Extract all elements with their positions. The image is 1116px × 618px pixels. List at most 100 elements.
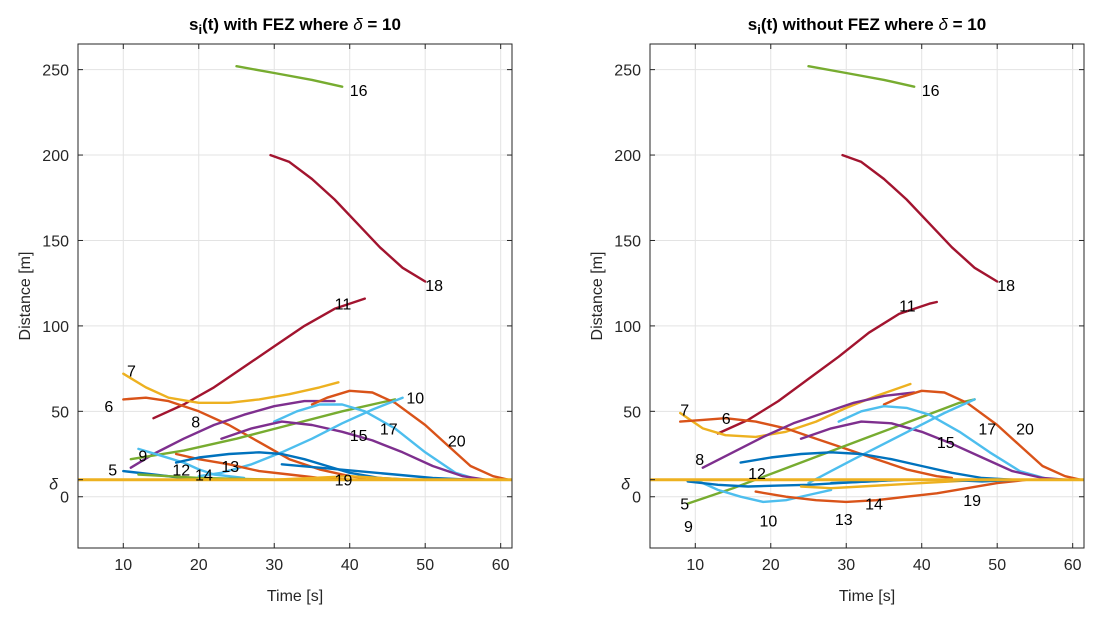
chart-title: si(t) with FEZ where δ = 10	[189, 15, 401, 37]
curve-label-20: 20	[1016, 421, 1034, 438]
x-tick-label: 20	[762, 557, 780, 574]
series-line-6	[679, 417, 954, 480]
curve-label-18: 18	[997, 278, 1015, 295]
y-tick-label: 150	[614, 233, 641, 250]
title-delta: δ	[353, 15, 363, 34]
curve-label-7: 7	[680, 403, 689, 420]
series-line-16	[807, 65, 916, 88]
series-line-12	[739, 451, 1014, 481]
curve-label-12: 12	[172, 462, 190, 479]
curve-label-6: 6	[104, 399, 113, 416]
curve-label-13: 13	[221, 459, 239, 476]
series-line-8	[129, 399, 336, 469]
delta-tick-label: δ	[621, 477, 631, 494]
series-line-6	[122, 396, 366, 480]
curve-label-11: 11	[335, 297, 352, 314]
y-axis-label: Distance [m]	[589, 252, 606, 341]
curve-label-18: 18	[425, 278, 443, 295]
series-line-15	[799, 420, 1067, 481]
curve-label-16: 16	[350, 83, 368, 100]
y-tick-label: 200	[42, 148, 69, 165]
curve-label-10: 10	[406, 391, 424, 408]
y-tick-label: 50	[623, 404, 641, 421]
title-text: s	[748, 15, 757, 34]
axes-box	[649, 43, 1085, 549]
curve-label-14: 14	[865, 497, 883, 514]
curve-label-6: 6	[722, 411, 731, 428]
x-tick-label: 50	[988, 557, 1006, 574]
series-line-15	[220, 420, 487, 481]
series-line-13	[174, 451, 412, 481]
y-tick-label: 250	[42, 63, 69, 80]
x-axis-label: Time [s]	[267, 588, 323, 605]
x-tick-label: 20	[190, 557, 208, 574]
y-tick-label: 150	[42, 233, 69, 250]
title-delta: δ	[938, 15, 948, 34]
curve-label-9: 9	[684, 519, 693, 536]
curve-label-10: 10	[759, 514, 777, 531]
series-line-14	[799, 478, 984, 490]
axes-box	[77, 43, 513, 549]
title-text: = 10	[363, 15, 401, 34]
curve-label-15: 15	[350, 428, 368, 445]
curve-label-20: 20	[448, 433, 466, 450]
title-subscript: i	[757, 22, 761, 37]
y-tick-label: 250	[614, 63, 641, 80]
curve-label-8: 8	[695, 452, 704, 469]
y-tick-label: 100	[42, 319, 69, 336]
title-text: (t) without FEZ where	[761, 15, 939, 34]
curve-label-19: 19	[963, 493, 981, 510]
x-tick-label: 50	[416, 557, 434, 574]
curve-label-13: 13	[835, 512, 853, 529]
title-text: = 10	[948, 15, 986, 34]
curve-label-11: 11	[899, 298, 916, 315]
series-group	[650, 65, 1084, 505]
curve-label-14: 14	[195, 468, 213, 485]
curve-label-7: 7	[127, 363, 136, 380]
curve-label-17: 17	[978, 421, 996, 438]
title-subscript: i	[198, 22, 202, 37]
x-tick-label: 60	[1064, 557, 1082, 574]
curve-label-15: 15	[937, 435, 955, 452]
curve-label-9: 9	[138, 449, 147, 466]
x-axis-label: Time [s]	[839, 588, 895, 605]
series-line-18	[841, 153, 999, 283]
x-tick-label: 60	[492, 557, 510, 574]
series-line-20	[310, 389, 510, 481]
chart-panel-2: 10 20 30 40 50 60 0 50 100 150 200 250 δ 16 18 11 7 6 8 12 5…	[589, 15, 1085, 605]
y-tick-label: 0	[632, 490, 641, 507]
series-line-18	[269, 153, 427, 283]
x-tick-label: 30	[837, 557, 855, 574]
curve-label-16: 16	[922, 83, 940, 100]
x-tick-label: 40	[341, 557, 359, 574]
series-line-10b	[197, 396, 404, 478]
y-tick-label: 100	[614, 319, 641, 336]
series-line-10	[807, 398, 976, 485]
series-line-9	[137, 447, 246, 480]
series-line-9b	[694, 478, 833, 504]
x-tick-label: 40	[913, 557, 931, 574]
series-line-13	[754, 478, 1029, 504]
y-tick-label: 50	[51, 404, 69, 421]
series-line-11	[716, 300, 938, 435]
series-line-10	[129, 398, 397, 461]
curve-label-12: 12	[748, 466, 766, 483]
x-tick-label: 30	[265, 557, 283, 574]
y-axis-label: Distance [m]	[17, 252, 34, 341]
curve-label-5: 5	[680, 497, 689, 514]
series-line-8	[701, 391, 916, 469]
chart-title: si(t) without FEZ where δ = 10	[748, 15, 986, 37]
title-text: s	[189, 15, 198, 34]
curve-label-17: 17	[380, 421, 398, 438]
x-tick-label: 10	[686, 557, 704, 574]
x-tick-label: 10	[114, 557, 132, 574]
chart-panel-1: 10 20 30 40 50 60 0 50 100 150 200 250 δ 16 18 11 7 6 8 10 2…	[17, 15, 513, 605]
curve-label-8: 8	[191, 415, 200, 432]
delta-tick-label: δ	[49, 477, 59, 494]
curve-label-5: 5	[108, 462, 117, 479]
series-group	[78, 65, 512, 482]
y-tick-label: 0	[60, 490, 69, 507]
title-text: (t) with FEZ where	[202, 15, 353, 34]
